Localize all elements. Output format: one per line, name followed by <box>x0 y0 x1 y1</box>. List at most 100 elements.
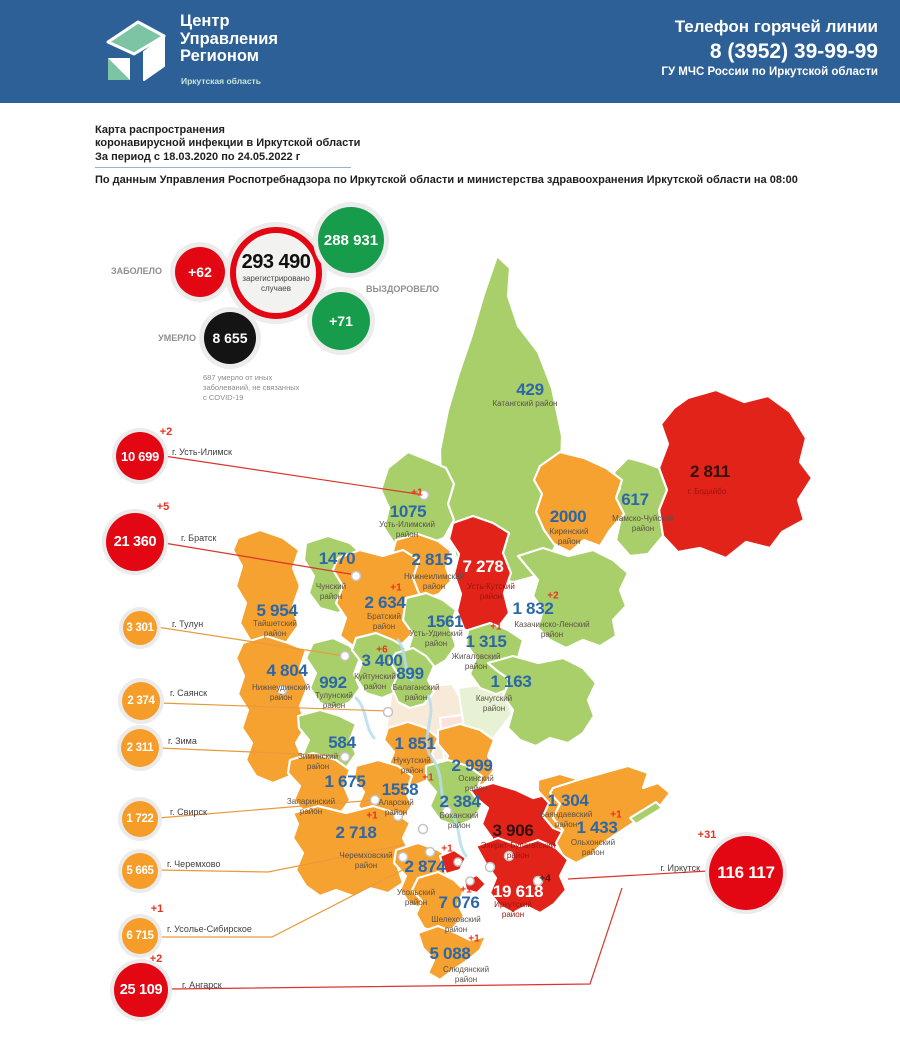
district-shape-slyudyansky <box>416 924 488 982</box>
city-delta-9: +31 <box>697 829 717 841</box>
city-delta-0: +2 <box>159 426 173 438</box>
district-name-23: Боханский район <box>439 811 479 830</box>
recovered-badge: 288 931 <box>318 207 384 273</box>
district-shape-taishetsky <box>231 528 302 650</box>
district-delta-16: +6 <box>376 644 388 656</box>
district-value-25: 1 304 <box>547 791 589 810</box>
district-value-21: 1 675 <box>324 772 366 791</box>
district-name-16: Куйтунский район <box>354 672 396 691</box>
city-label-4: г. Зима <box>168 736 197 746</box>
district-name-24: Эхирит-Булагатский район <box>480 841 556 860</box>
died-badge: 8 655 <box>204 312 256 364</box>
sick-delta-badge: +62 <box>175 247 225 297</box>
city-label-5: г. Свирск <box>170 807 207 817</box>
district-value-31: 5 088 <box>429 944 471 963</box>
district-delta-29: +4 <box>539 873 551 885</box>
org-name: Центр Управления Регионом <box>180 12 278 66</box>
city-badge-8: 25 109 <box>114 963 168 1017</box>
city-label-8: г. Ангарск <box>182 980 222 990</box>
district-value-28: 2 874 <box>404 857 446 876</box>
city-label-0: г. Усть-Илимск <box>172 447 232 457</box>
district-value-7: 1470 <box>318 549 356 568</box>
district-shape-katangsky <box>438 254 564 584</box>
district-value-8: 5 954 <box>256 601 298 620</box>
angarsk-urban-area <box>438 848 468 876</box>
district-name-0: Катангский район <box>492 399 558 408</box>
org-region: Иркутская область <box>181 76 261 86</box>
district-value-22: 1558 <box>381 780 419 799</box>
district-name-18: Зиминский район <box>297 752 339 771</box>
district-name-2: Мамско-Чуйский район <box>612 514 674 533</box>
district-value-13: 1 163 <box>490 672 532 691</box>
title-divider <box>95 167 351 168</box>
city-label-3: г. Саянск <box>170 688 208 698</box>
header: Центр Управления Регионом Иркутская обла… <box>0 0 900 103</box>
city-badge-9: 116 117 <box>709 836 783 910</box>
district-shape-kazachinsko-lensky <box>516 546 630 650</box>
district-value-1: 2 811 <box>689 462 731 481</box>
district-name-15: Тулунский район <box>315 691 353 710</box>
district-name-14: Нижнеудинский район <box>251 683 311 702</box>
district-value-6: 7 278 <box>462 557 504 576</box>
district-value-2: 617 <box>621 490 649 509</box>
city-label-2: г. Тулун <box>172 619 204 629</box>
district-name-10: Усть-Удинский район <box>409 629 463 648</box>
city-badge-6: 5 665 <box>122 853 158 889</box>
district-value-23: 2 384 <box>439 792 481 811</box>
district-name-30: Шелеховский район <box>431 915 481 934</box>
city-label-1: г. Братск <box>181 533 217 543</box>
district-name-1: г. Бодайбо <box>687 487 727 496</box>
map-title: Карта распространения коронавирусной инф… <box>95 124 361 163</box>
district-delta-31: +1 <box>468 933 480 945</box>
city-badge-3: 2 374 <box>122 682 160 720</box>
district-name-28: Усольский район <box>396 888 436 907</box>
district-delta-26: +1 <box>610 809 622 821</box>
sick-label: ЗАБОЛЕЛО <box>110 266 162 276</box>
connector-lines <box>156 455 709 990</box>
district-value-3: 2000 <box>549 507 587 526</box>
district-delta-28: +1 <box>441 843 453 855</box>
total-cases-value: 293 490 <box>241 251 311 273</box>
city-label-6: г. Черемхово <box>167 859 221 869</box>
city-badge-5: 1 722 <box>122 801 158 837</box>
district-delta-12: +1 <box>490 621 502 633</box>
city-delta-8: +2 <box>149 953 163 965</box>
district-delta-11: +2 <box>547 590 559 602</box>
city-marker-dots <box>276 489 544 887</box>
city-badge-1: 21 360 <box>106 513 164 571</box>
district-name-11: Казачинско-Ленский район <box>514 620 590 639</box>
district-value-0: 429 <box>516 380 544 399</box>
hotline-number: 8 (3952) 39-99-99 <box>709 40 878 63</box>
district-shape-ust-kutsky <box>447 514 513 639</box>
district-value-15: 992 <box>319 673 347 692</box>
city-delta-7: +1 <box>150 903 164 915</box>
district-value-18: 584 <box>328 733 356 752</box>
district-name-4: Усть-Илимский район <box>379 520 435 539</box>
district-name-3: Киренский район <box>549 527 589 546</box>
hotline-label: Телефон горячей линии <box>674 17 878 36</box>
district-name-13: Качугский район <box>475 694 513 713</box>
district-value-4: 1075 <box>389 502 427 521</box>
hotline-org: ГУ МЧС России по Иркутской области <box>661 66 878 78</box>
district-name-6: Усть-Кутский район <box>467 582 515 601</box>
district-shape-kirensky <box>532 450 626 554</box>
district-value-24: 3 906 <box>492 821 534 840</box>
city-badge-2: 3 301 <box>123 611 157 645</box>
district-shape-bodaybinsky <box>657 388 814 560</box>
district-name-20: Осинский район <box>458 774 494 793</box>
total-cases-caption: зарегистрировано случаев <box>242 274 310 293</box>
city-label-9: г. Иркутск <box>660 863 700 873</box>
city-badge-0: 10 699 <box>116 432 164 480</box>
district-name-9: Братский район <box>367 612 401 631</box>
district-shape-kachugsky <box>486 654 598 748</box>
district-value-27: 2 718 <box>335 823 377 842</box>
district-delta-4: +1 <box>411 487 423 499</box>
district-name-8: Тайшетский район <box>252 619 298 638</box>
data-source-line: По данным Управления Роспотребнадзора по… <box>95 174 798 186</box>
district-delta-30: +1 <box>460 884 472 896</box>
district-delta-22: +1 <box>422 772 434 784</box>
total-cases-badge: 293 490 зарегистрировано случаев <box>230 227 322 319</box>
district-value-9: 2 634 <box>364 593 406 612</box>
district-name-19: Нукутский район <box>393 756 431 775</box>
